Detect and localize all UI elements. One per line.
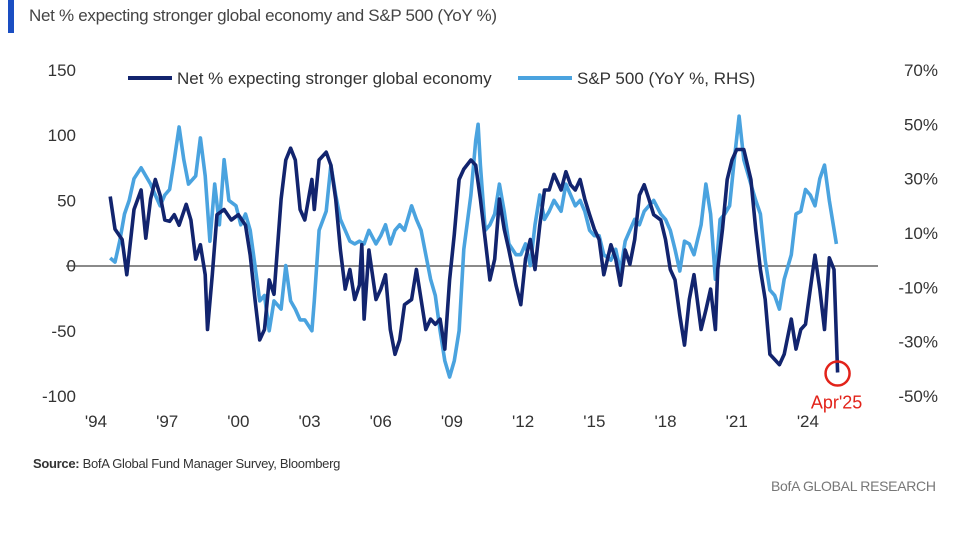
y-right-tick-label: 10% (904, 224, 938, 243)
annotation: Apr'25 (811, 360, 862, 413)
x-tick-label: '24 (797, 412, 819, 431)
x-tick-label: '09 (441, 412, 463, 431)
source-text: BofA Global Fund Manager Survey, Bloombe… (82, 456, 341, 471)
x-tick-label: '00 (227, 412, 249, 431)
y-right-tick-label: -50% (898, 387, 938, 406)
series-line-global-economy (108, 146, 840, 373)
x-tick-label: '03 (298, 412, 320, 431)
y-right-tick-label: 70% (904, 61, 938, 80)
legend-label-light: S&P 500 (YoY %, RHS) (577, 69, 755, 88)
x-tick-label: '94 (85, 412, 107, 431)
legend-label-dark: Net % expecting stronger global economy (177, 69, 492, 88)
y-right-tick-label: 30% (904, 170, 938, 189)
title-accent-bar (8, 0, 14, 33)
annotation-label: Apr'25 (811, 393, 862, 413)
y-right-axis: 70% 50% 30% 10% -10% -30% -50% (898, 61, 938, 406)
x-tick-label: '18 (654, 412, 676, 431)
x-tick-label: '12 (512, 412, 534, 431)
source-note: Source: BofA Global Fund Manager Survey,… (33, 456, 340, 471)
y-right-tick-label: -10% (898, 278, 938, 297)
x-tick-label: '21 (726, 412, 748, 431)
x-tick-label: '97 (156, 412, 178, 431)
annotation-circle (824, 360, 851, 387)
brand-footer: BofA GLOBAL RESEARCH (771, 478, 936, 494)
series-lines (108, 114, 840, 379)
y-left-tick-label: 50 (57, 191, 76, 210)
legend: Net % expecting stronger global economy … (128, 69, 755, 88)
x-axis: '94 '97 '00 '03 '06 '09 '12 '15 '18 '21 '24 (85, 412, 819, 431)
y-right-tick-label: 50% (904, 115, 938, 134)
y-left-tick-label: -100 (42, 387, 76, 406)
source-label: Source: (33, 456, 80, 471)
y-left-tick-label: 150 (48, 61, 76, 80)
x-tick-label: '06 (370, 412, 392, 431)
y-left-tick-label: 100 (48, 126, 76, 145)
series-line-sp500 (109, 114, 839, 379)
y-left-tick-label: -50 (51, 322, 76, 341)
x-tick-label: '15 (583, 412, 605, 431)
chart-subtitle: Net % expecting stronger global economy … (29, 6, 497, 25)
y-right-tick-label: -30% (898, 333, 938, 352)
